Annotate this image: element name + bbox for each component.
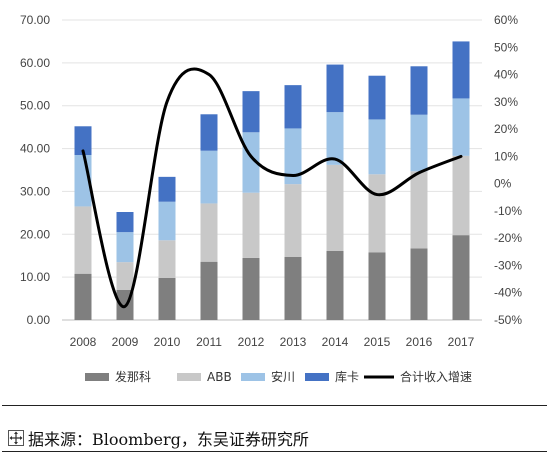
left-tick-label: 30.00 xyxy=(20,184,50,198)
bar-segment xyxy=(242,192,260,258)
legend-swatch xyxy=(177,373,201,381)
bar-segment xyxy=(116,212,134,233)
right-tick-label: 0% xyxy=(494,177,512,191)
source-text: 据来源：Bloomberg，东吴证券研究所 xyxy=(28,430,309,449)
bar-segment xyxy=(158,278,176,320)
right-tick-label: -40% xyxy=(494,286,522,300)
legend-swatch xyxy=(305,373,329,381)
bar-segment xyxy=(326,64,344,113)
bar-segment xyxy=(116,232,134,263)
legend-label: 发那科 xyxy=(115,369,151,384)
bar-segment xyxy=(200,114,218,151)
bar-segment xyxy=(284,184,302,257)
bar-segment xyxy=(368,119,386,175)
bar-segment xyxy=(158,176,176,202)
right-tick-label: -10% xyxy=(494,204,522,218)
legend-label: ABB xyxy=(207,370,232,384)
chart: 0.0010.0020.0030.0040.0050.0060.0070.00 … xyxy=(20,13,522,384)
bar-segment xyxy=(368,174,386,253)
bar-segment xyxy=(410,114,428,172)
bar-segment xyxy=(284,128,302,185)
bar-segment xyxy=(158,201,176,241)
growth-line xyxy=(81,67,463,308)
bar-segment xyxy=(326,164,344,251)
left-tick-label: 20.00 xyxy=(20,227,50,241)
source-row: 据来源：Bloomberg，东吴证券研究所 xyxy=(8,426,309,450)
x-tick-label: 2011 xyxy=(196,335,222,349)
bar-segment xyxy=(452,41,470,99)
bar-segment xyxy=(74,126,92,155)
left-tick-label: 60.00 xyxy=(20,56,50,70)
right-tick-label: -30% xyxy=(494,258,522,272)
bar-segment xyxy=(284,85,302,129)
right-axis-ticks: -50% -40% -30% -20% -10% 0% 10% 20% 30% 40% 50% 60% xyxy=(494,13,522,327)
top-rule xyxy=(2,405,547,406)
bar-segment xyxy=(200,203,218,262)
x-tick-label: 2013 xyxy=(280,335,307,349)
right-tick-label: -20% xyxy=(494,231,522,245)
legend-label: 安川 xyxy=(271,369,295,384)
bar-segment xyxy=(158,240,176,278)
right-tick-label: 30% xyxy=(494,95,518,109)
x-tick-label: 2015 xyxy=(364,335,391,349)
bar-segment xyxy=(200,150,218,204)
bar-segment xyxy=(116,262,134,290)
bar-segment xyxy=(452,235,470,320)
bar-segment xyxy=(410,171,428,249)
left-tick-label: 10.00 xyxy=(20,270,50,284)
legend-swatch xyxy=(241,373,265,381)
x-tick-label: 2017 xyxy=(448,335,475,349)
right-tick-label: 40% xyxy=(494,68,518,82)
move-icon[interactable] xyxy=(8,430,24,446)
bar-segment xyxy=(368,252,386,320)
bar-segment xyxy=(452,98,470,156)
right-tick-label: 20% xyxy=(494,122,518,136)
x-tick-label: 2009 xyxy=(112,335,139,349)
left-tick-label: 40.00 xyxy=(20,142,50,156)
legend-label: 合计收入增速 xyxy=(400,369,472,384)
left-tick-label: 50.00 xyxy=(20,99,50,113)
bar-segment xyxy=(368,75,386,120)
x-tick-label: 2012 xyxy=(238,335,265,349)
x-tick-label: 2010 xyxy=(154,335,181,349)
legend-label: 库卡 xyxy=(335,369,359,384)
bar-segment xyxy=(284,257,302,320)
bar-segment xyxy=(410,248,428,320)
x-tick-label: 2014 xyxy=(322,335,349,349)
legend: 发那科 ABB 安川 库卡 合计收入增速 xyxy=(85,369,472,384)
bar-segment xyxy=(74,206,92,274)
x-tick-label: 2008 xyxy=(70,335,97,349)
bar-segment xyxy=(242,257,260,320)
legend-swatch xyxy=(85,373,109,381)
bars xyxy=(74,41,470,320)
bar-segment xyxy=(326,112,344,165)
right-tick-label: 60% xyxy=(494,13,518,27)
left-tick-label: 70.00 xyxy=(20,13,50,27)
bar-segment xyxy=(410,66,428,115)
right-tick-label: 10% xyxy=(494,149,518,163)
x-axis-ticks: 2008 2009 2010 2011 2012 2013 2014 2015 2016 2017 xyxy=(70,335,475,349)
bar-segment xyxy=(452,155,470,236)
right-tick-label: -50% xyxy=(494,313,522,327)
x-tick-label: 2016 xyxy=(406,335,433,349)
bar-segment xyxy=(242,91,260,133)
bar-segment xyxy=(326,251,344,320)
bottom-rule xyxy=(2,451,547,452)
left-axis-ticks: 0.00 10.00 20.00 30.00 40.00 50.00 60.00 70.00 xyxy=(20,13,50,327)
bar-segment xyxy=(74,273,92,320)
right-tick-label: 50% xyxy=(494,40,518,54)
left-tick-label: 0.00 xyxy=(27,313,51,327)
bar-segment xyxy=(200,261,218,320)
